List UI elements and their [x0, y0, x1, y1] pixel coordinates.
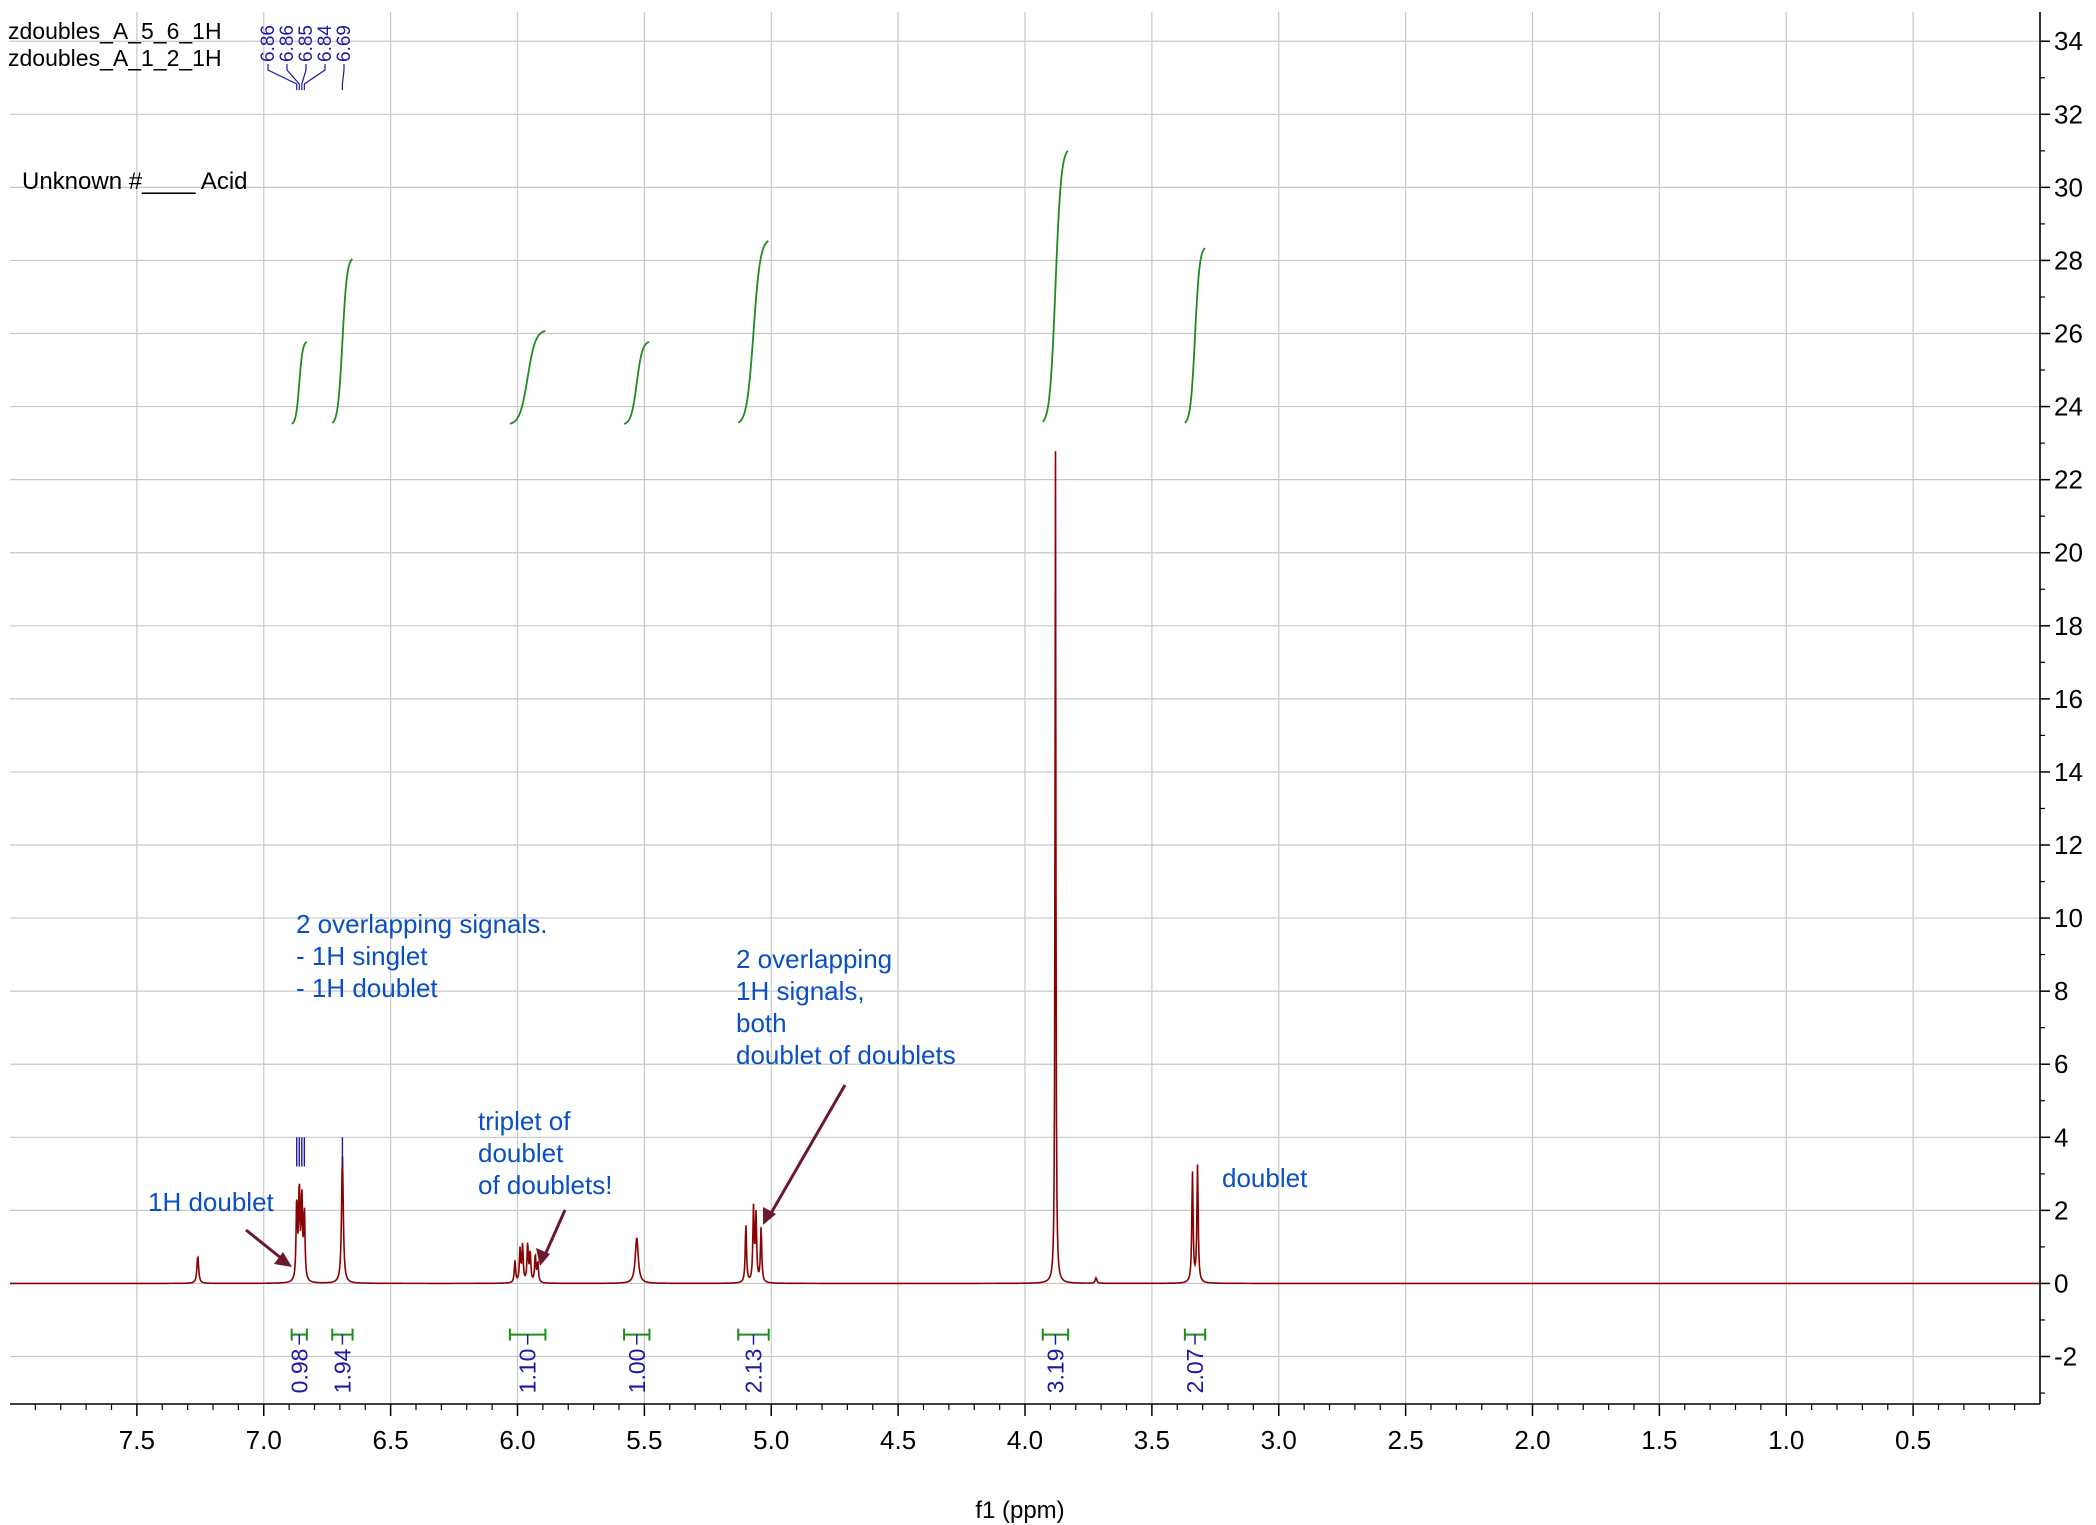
annotation-line: 2 overlapping: [736, 944, 892, 974]
spectrum-group: [10, 451, 2040, 1285]
multiplet-label: zdoubles_A_1_2_1H: [8, 45, 222, 71]
peak-leader-line: [286, 64, 300, 90]
y-tick-label: 34: [2054, 26, 2083, 56]
annotation-arrowhead: [763, 1207, 776, 1225]
integral-value-label: 1.10: [515, 1349, 541, 1394]
y-tick-label: 32: [2054, 99, 2083, 129]
integral-value-label: 0.98: [286, 1349, 312, 1394]
peak-shift-label: 6.69: [334, 25, 355, 62]
annotation-line: doublet of doublets: [736, 1040, 956, 1070]
y-tick-label: 10: [2054, 903, 2083, 933]
y-tick-label: -2: [2054, 1342, 2077, 1372]
y-tick-label: 0: [2054, 1268, 2068, 1298]
integral-curve: [1184, 247, 1206, 424]
y-tick-label: 28: [2054, 245, 2083, 275]
y-tick-label: 6: [2054, 1049, 2068, 1079]
y-tick-label: 26: [2054, 319, 2083, 349]
x-tick-label: 0.5: [1895, 1425, 1931, 1455]
y-tick-label: 12: [2054, 830, 2083, 860]
annotation-line: doublet: [478, 1138, 564, 1168]
x-axis-title: f1 (ppm): [975, 1497, 1064, 1524]
annotation-line: triplet of: [478, 1106, 571, 1136]
annotation-line: - 1H doublet: [296, 973, 438, 1003]
integral-curve: [291, 341, 308, 425]
y-tick-label: 14: [2054, 757, 2083, 787]
y-tick-label: 20: [2054, 538, 2083, 568]
x-tick-label: 5.5: [626, 1425, 662, 1455]
annotation-arrow: [245, 1228, 287, 1264]
integral-value-label: 1.94: [329, 1348, 355, 1393]
peak-leader-line: [267, 64, 298, 90]
x-tick-label: 1.5: [1641, 1425, 1677, 1455]
x-tick-label: 6.0: [499, 1425, 535, 1455]
y-tick-label: 24: [2054, 392, 2083, 422]
peak-shift-label: 6.86: [258, 25, 279, 62]
annotation-1h-doublet: 1H doublet: [148, 1187, 275, 1217]
integral-curve: [331, 258, 353, 424]
annotation-arrow: [768, 1084, 847, 1216]
integral-curve: [509, 330, 546, 425]
annotation-line: 2 overlapping signals.: [296, 909, 548, 939]
integral-value-label: 3.19: [1042, 1349, 1068, 1394]
y-tick-label: 16: [2054, 684, 2083, 714]
y-tick-label: 8: [2054, 976, 2068, 1006]
axes: 7.5 7.0 6.5 6.0 5.5 5.0 4.5 4.0 3.5 3.0 2.5 2.0 1.5 1…: [10, 12, 2083, 1455]
grid-lines: [10, 12, 2040, 1404]
annotation-triplet: triplet of doublet of doublets!: [478, 1106, 612, 1200]
integral-curves: [291, 150, 1206, 425]
x-tick-label: 4.0: [1007, 1425, 1043, 1455]
x-tick-label: 5.0: [753, 1425, 789, 1455]
y-tick-label: 18: [2054, 611, 2083, 641]
multiplet-label: zdoubles_A_5_6_1H: [8, 18, 222, 44]
x-tick-label: 4.5: [880, 1425, 916, 1455]
y-tick-label: 2: [2054, 1195, 2068, 1225]
peak-leader-line: [341, 64, 345, 90]
peak-label-group: 6.866.866.856.846.69: [258, 25, 355, 1167]
annotations: 1H doublet 2 overlapping signals. - 1H s…: [148, 909, 1308, 1267]
x-tick-label: 7.0: [246, 1425, 282, 1455]
annotation-arrowhead: [274, 1252, 292, 1267]
integral-value-label: 2.07: [1182, 1349, 1208, 1394]
peak-shift-label: 6.85: [296, 25, 317, 62]
x-tick-label: 1.0: [1768, 1425, 1804, 1455]
annotation-doublet: doublet: [1222, 1163, 1308, 1193]
integral-curve: [1042, 150, 1069, 423]
x-tick-label: 3.0: [1261, 1425, 1297, 1455]
x-tick-label: 7.5: [119, 1425, 155, 1455]
peak-shift-label: 6.84: [315, 25, 336, 62]
spectrum-line: [10, 451, 2040, 1285]
integral-curve: [623, 341, 650, 425]
peak-leader-line: [301, 64, 307, 90]
peak-shift-label: 6.86: [277, 25, 298, 62]
integral-value-label: 2.13: [740, 1349, 766, 1394]
integral-bars: 0.98 1.94 1.10 1.00 2.13 3.19 2.07: [286, 1328, 1208, 1394]
y-tick-label: 22: [2054, 465, 2083, 495]
annotation-line: - 1H singlet: [296, 941, 428, 971]
integral-value-label: 1.00: [624, 1349, 650, 1394]
x-tick-label: 2.5: [1388, 1425, 1424, 1455]
spectrum-title: Unknown #____ Acid: [22, 168, 248, 195]
annotation-doublet-of-doublets: 2 overlapping 1H signals, both doublet o…: [736, 944, 956, 1070]
x-tick-label: 6.5: [373, 1425, 409, 1455]
annotation-arrow: [543, 1209, 567, 1256]
x-tick-label: 2.0: [1514, 1425, 1550, 1455]
integral-curve: [737, 240, 769, 424]
annotation-line: both: [736, 1008, 787, 1038]
annotation-overlapping-signals: 2 overlapping signals. - 1H singlet - 1H…: [296, 909, 555, 1003]
y-tick-label: 30: [2054, 172, 2083, 202]
annotation-line: 1H signals,: [736, 976, 865, 1006]
x-tick-label: 3.5: [1134, 1425, 1170, 1455]
y-tick-label: 4: [2054, 1122, 2068, 1152]
peak-leader-line: [303, 64, 326, 90]
annotation-line: of doublets!: [478, 1170, 612, 1200]
annotation-arrowhead: [536, 1248, 550, 1266]
